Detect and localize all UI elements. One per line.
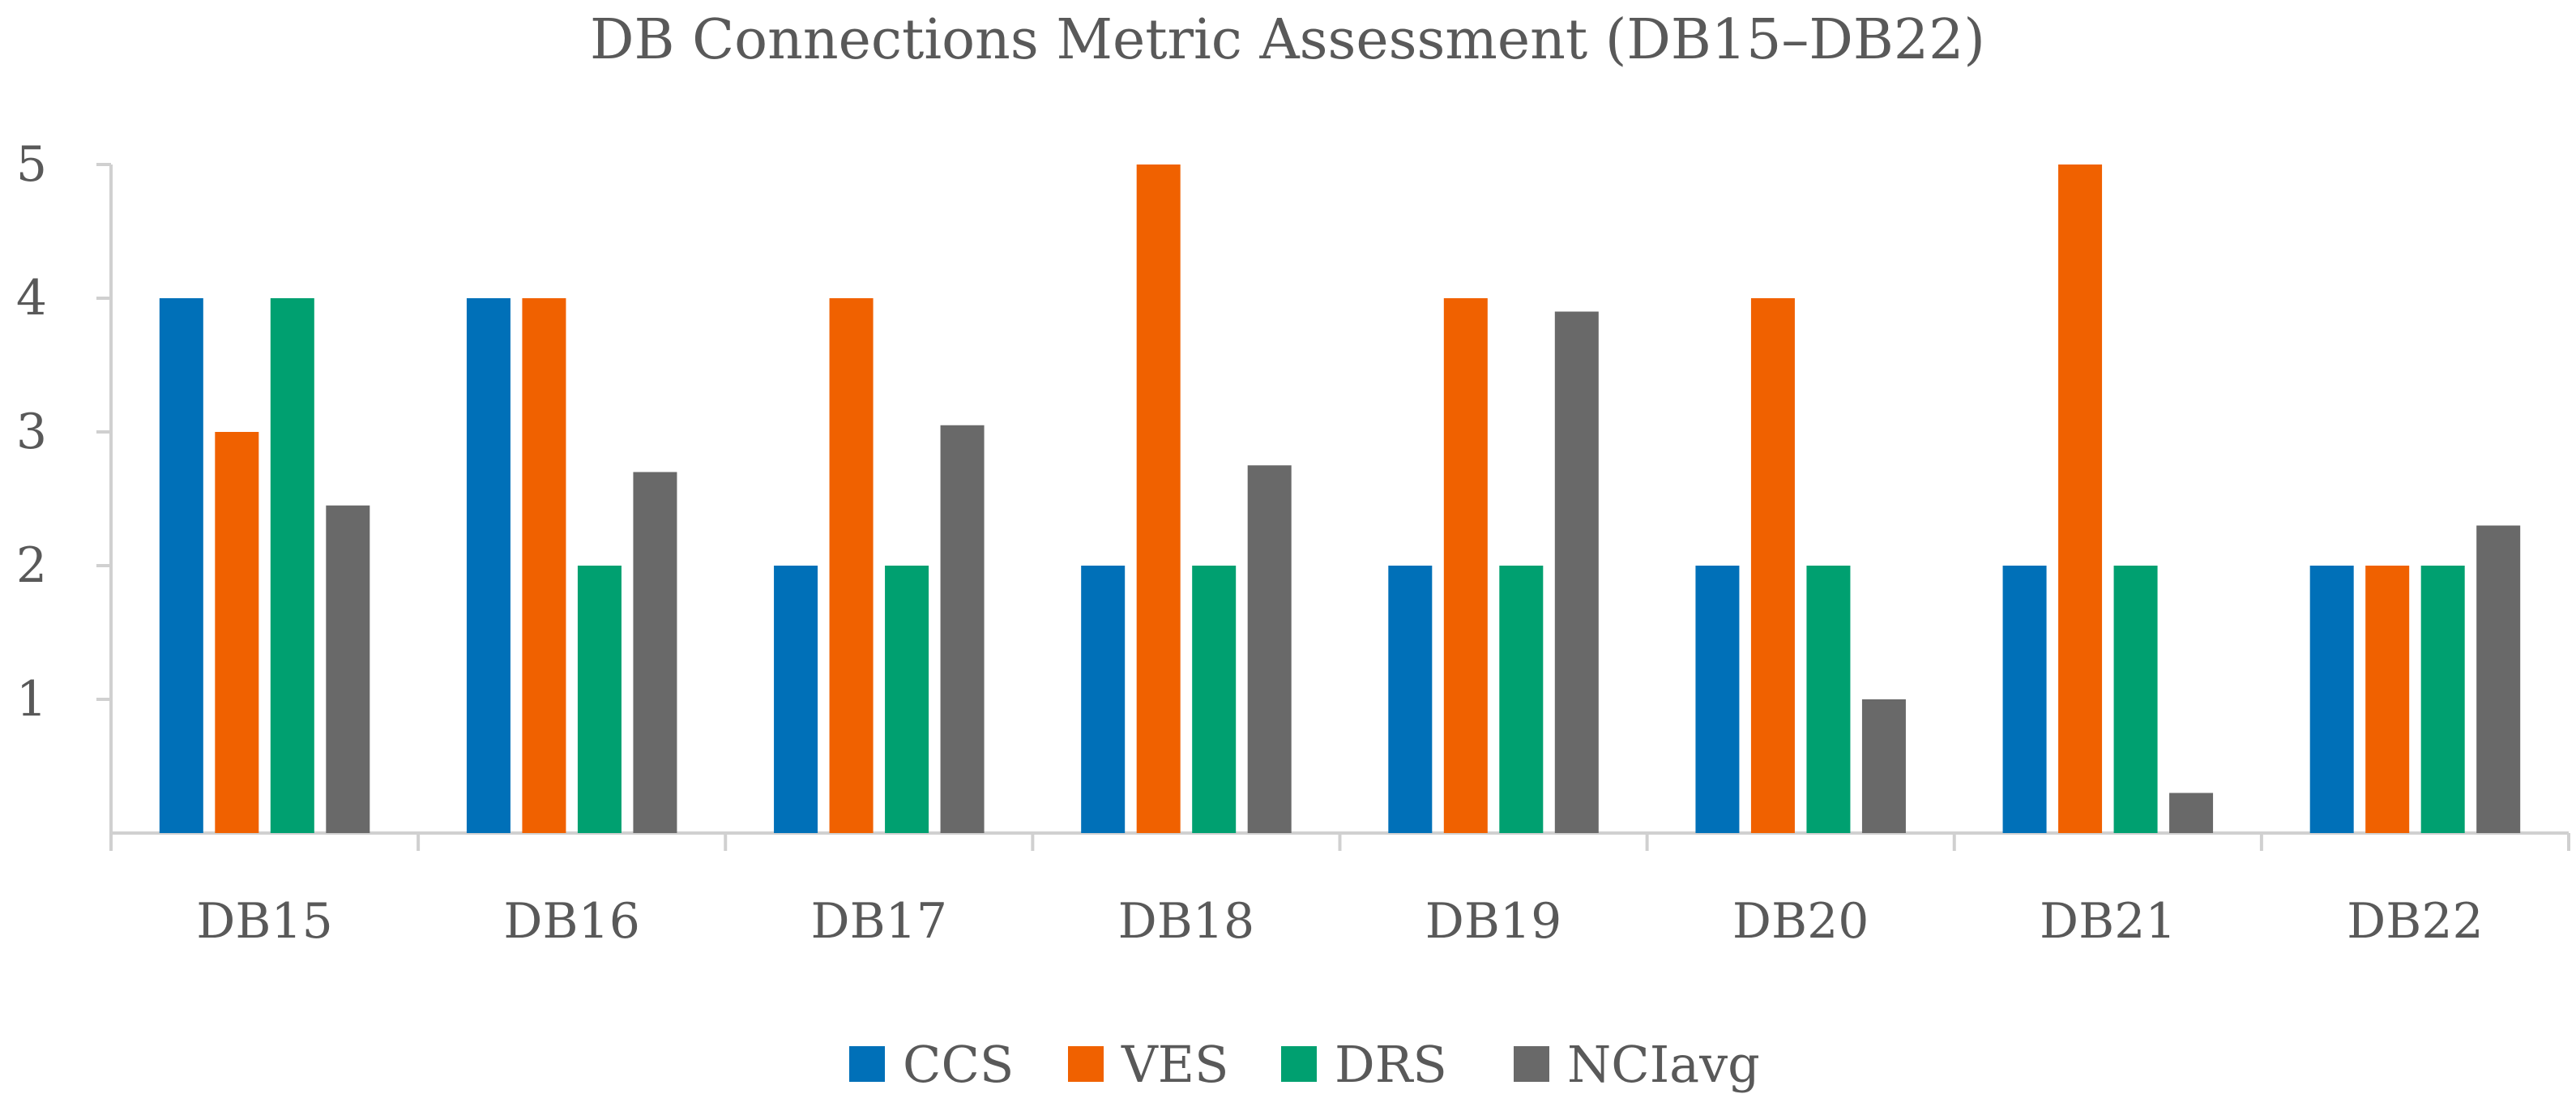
- bar-drs-db22: [2420, 566, 2465, 833]
- bar-ves-db17: [829, 298, 874, 833]
- bar-nciavg-db20: [1861, 699, 1906, 833]
- legend-item-nciavg: NCIavg: [1514, 1035, 1760, 1094]
- x-tick-label: DB19: [1425, 893, 1562, 950]
- bar-drs-db17: [885, 566, 929, 833]
- bar-drs-db20: [1806, 566, 1851, 833]
- bar-ves-db21: [2058, 165, 2103, 833]
- bar-drs-db19: [1499, 566, 1544, 833]
- legend-item-drs: DRS: [1281, 1035, 1447, 1094]
- legend-swatch: [1281, 1046, 1317, 1082]
- bar-nciavg-db22: [2476, 525, 2521, 833]
- bar-drs-db21: [2113, 566, 2158, 833]
- legend-item-ves: VES: [1068, 1035, 1229, 1094]
- y-axis: 1 2 3 4 5: [16, 136, 113, 833]
- bar-ccs-db17: [774, 566, 818, 833]
- legend-swatch: [1068, 1046, 1104, 1082]
- legend-label: CCS: [903, 1035, 1014, 1094]
- legend-item-ccs: CCS: [849, 1035, 1014, 1094]
- bar-nciavg-db18: [1247, 465, 1292, 833]
- legend-label: VES: [1121, 1035, 1229, 1094]
- legend-swatch: [849, 1046, 885, 1082]
- x-tick-label: DB21: [2040, 893, 2177, 950]
- bar-ccs-db19: [1388, 566, 1433, 833]
- bar-ves-db20: [1750, 298, 1795, 833]
- bar-nciavg-db17: [940, 425, 985, 833]
- x-tick-label: DB17: [811, 893, 948, 950]
- x-tick-label: DB16: [503, 893, 640, 950]
- bar-nciavg-db16: [633, 472, 677, 833]
- bar-ves-db16: [522, 298, 566, 833]
- bar-ccs-db16: [466, 298, 511, 833]
- bar-nciavg-db19: [1554, 311, 1599, 833]
- bar-ccs-db15: [159, 298, 203, 833]
- bar-ccs-db21: [2002, 566, 2047, 833]
- bar-drs-db15: [270, 298, 314, 833]
- bar-ves-db22: [2365, 566, 2410, 833]
- bar-nciavg-db21: [2169, 793, 2214, 833]
- bar-ves-db18: [1136, 165, 1181, 833]
- legend-label: NCIavg: [1567, 1035, 1760, 1094]
- x-tick-label: DB15: [196, 893, 333, 950]
- y-tick-label: 1: [16, 671, 47, 728]
- legend: CCS VES DRS NCIavg: [849, 1035, 1760, 1094]
- bar-ves-db15: [215, 432, 259, 833]
- bar-ccs-db18: [1081, 566, 1126, 833]
- chart-title: DB Connections Metric Assessment (DB15–D…: [590, 8, 1985, 72]
- x-tick-label: DB20: [1732, 893, 1869, 950]
- bars: [159, 165, 2521, 833]
- legend-swatch: [1514, 1046, 1549, 1082]
- bar-nciavg-db15: [326, 505, 370, 833]
- bar-drs-db18: [1192, 566, 1237, 833]
- y-tick-label: 5: [16, 136, 47, 193]
- x-axis: DB15 DB16 DB17 DB18 DB19 DB20 DB21 DB22: [109, 831, 2570, 950]
- y-tick-label: 3: [16, 404, 47, 460]
- bar-drs-db16: [577, 566, 622, 833]
- bar-ccs-db20: [1695, 566, 1740, 833]
- legend-label: DRS: [1335, 1035, 1447, 1094]
- bar-ccs-db22: [2309, 566, 2354, 833]
- x-tick-label: DB18: [1118, 893, 1255, 950]
- x-tick-label: DB22: [2347, 893, 2484, 950]
- y-tick-label: 4: [16, 270, 47, 327]
- y-tick-label: 2: [16, 537, 47, 594]
- bar-ves-db19: [1443, 298, 1488, 833]
